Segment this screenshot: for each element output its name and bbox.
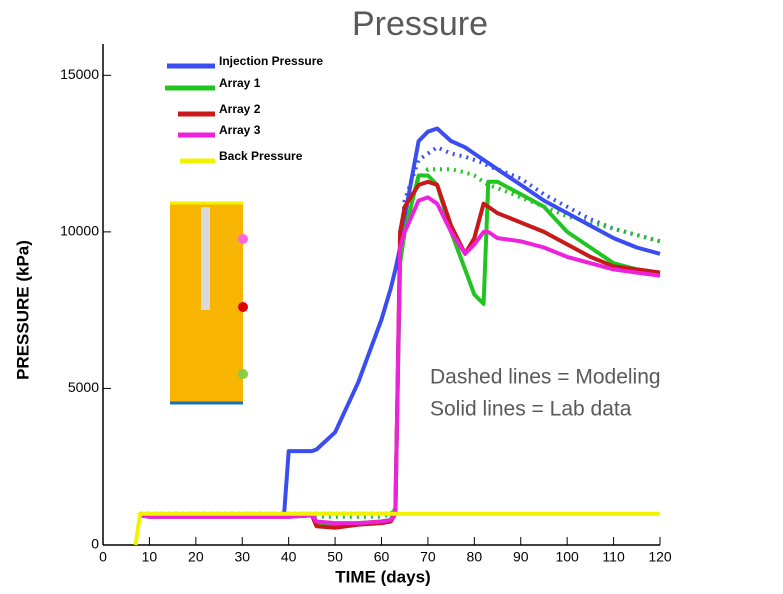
well — [201, 207, 210, 310]
x-tick-label: 100 — [555, 549, 579, 565]
y-tick-label: 15000 — [60, 66, 99, 82]
sensor — [238, 369, 248, 379]
y-tick-label: 0 — [91, 536, 99, 552]
data-line — [140, 126, 661, 518]
x-tick-label: 10 — [142, 549, 158, 565]
x-tick-label: 20 — [188, 549, 204, 565]
annotation: Solid lines = Lab data — [430, 398, 632, 421]
y-tick-label: 10000 — [60, 223, 99, 239]
y-axis-label: PRESSURE (kPa) — [13, 240, 32, 380]
x-tick-label: 80 — [467, 549, 483, 565]
inset-diagram — [170, 201, 248, 405]
x-tick-label: 30 — [234, 549, 250, 565]
x-tick-label: 50 — [327, 549, 343, 565]
x-tick-label: 0 — [99, 549, 107, 565]
sensor — [238, 234, 248, 244]
x-tick-label: 60 — [374, 549, 390, 565]
legend-label: Array 3 — [219, 123, 261, 137]
legend-label: Array 2 — [219, 102, 261, 116]
x-tick-label: 90 — [513, 549, 529, 565]
chart-title: Pressure — [352, 5, 488, 43]
y-tick-label: 5000 — [68, 379, 99, 395]
x-tick-label: 40 — [281, 549, 297, 565]
data-line — [139, 195, 661, 526]
sensor — [238, 302, 248, 312]
legend-label: Array 1 — [219, 76, 261, 90]
x-tick-label: 110 — [602, 549, 625, 565]
data-line — [133, 511, 660, 546]
x-tick-label: 70 — [420, 549, 436, 565]
x-tick-label: 120 — [648, 549, 672, 565]
annotation: Dashed lines = Modeling — [430, 366, 661, 389]
legend-label: Injection Pressure — [219, 54, 323, 68]
x-axis-label: TIME (days) — [335, 567, 430, 586]
legend-label: Back Pressure — [219, 149, 303, 163]
